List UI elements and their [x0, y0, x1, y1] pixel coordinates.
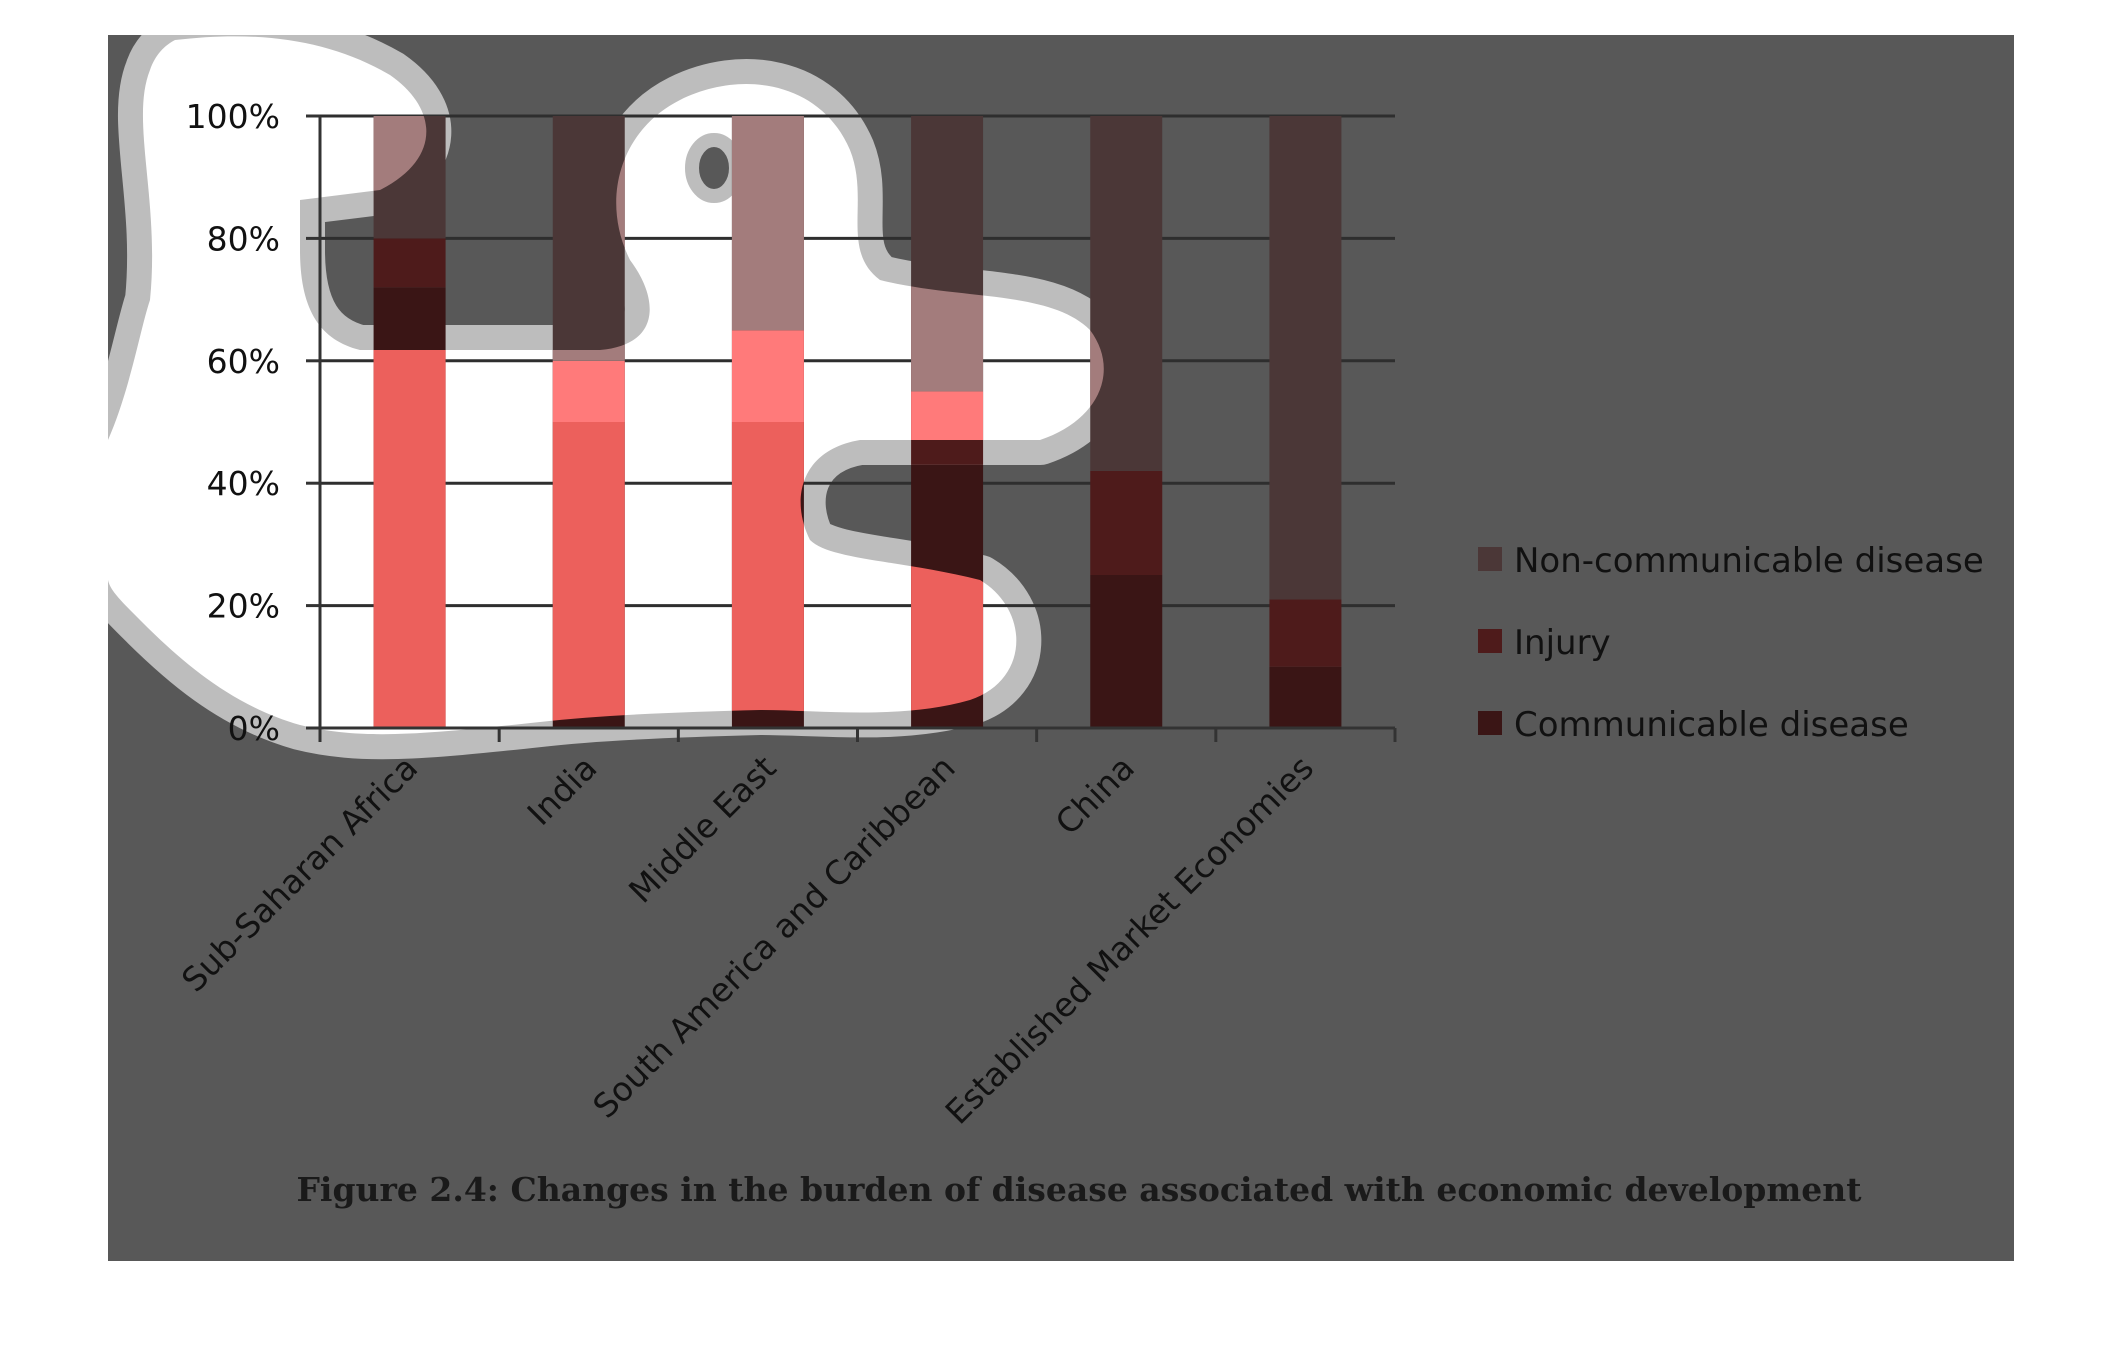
- bar-5-injury: [1269, 599, 1342, 667]
- bar-4-injury: [1090, 470, 1163, 575]
- legend-swatch-2: [1478, 711, 1502, 735]
- legend-swatch-0: [1478, 547, 1502, 571]
- bar-highlight-2-injury: [731, 330, 804, 422]
- y-tick-label-5: 100%: [186, 97, 280, 136]
- bar-highlight-0-communicable-disease: [373, 287, 446, 728]
- figure-caption: Figure 2.4: Changes in the burden of dis…: [296, 1170, 1862, 1209]
- legend: Non-communicable disease Injury Communicab…: [1478, 541, 1984, 745]
- y-tick-label-0: 0%: [228, 709, 280, 748]
- y-tick-label-1: 20%: [207, 587, 280, 626]
- y-tick-label-2: 40%: [207, 464, 280, 503]
- bars: [373, 116, 1342, 728]
- axes: [306, 114, 1397, 742]
- bar-highlight-2-communicable-disease: [731, 422, 804, 728]
- bar-highlight-1-injury: [552, 360, 625, 422]
- bar-5-non-communicable-disease: [1269, 116, 1342, 600]
- bar-5-communicable-disease: [1269, 666, 1342, 728]
- bar-highlight-1-communicable-disease: [552, 422, 625, 728]
- legend-label-0: Non-communicable disease: [1514, 541, 1984, 581]
- y-tick-label-3: 60%: [207, 342, 280, 381]
- legend-label-2: Communicable disease: [1514, 705, 1909, 745]
- blob-hole: [685, 133, 743, 203]
- legend-swatch-1: [1478, 629, 1502, 653]
- bar-highlight-2-non-communicable-disease: [731, 116, 804, 331]
- bar-1-non-communicable-disease: [552, 116, 625, 361]
- bar-4-communicable-disease: [1090, 575, 1163, 728]
- bar-0-injury: [373, 238, 446, 288]
- legend-label-1: Injury: [1514, 623, 1611, 663]
- gridlines: [320, 114, 1395, 608]
- bar-4-non-communicable-disease: [1090, 116, 1163, 471]
- y-tick-label-4: 80%: [207, 219, 280, 258]
- y-tick-labels: 0% 20% 40% 60% 80% 100%: [186, 97, 280, 748]
